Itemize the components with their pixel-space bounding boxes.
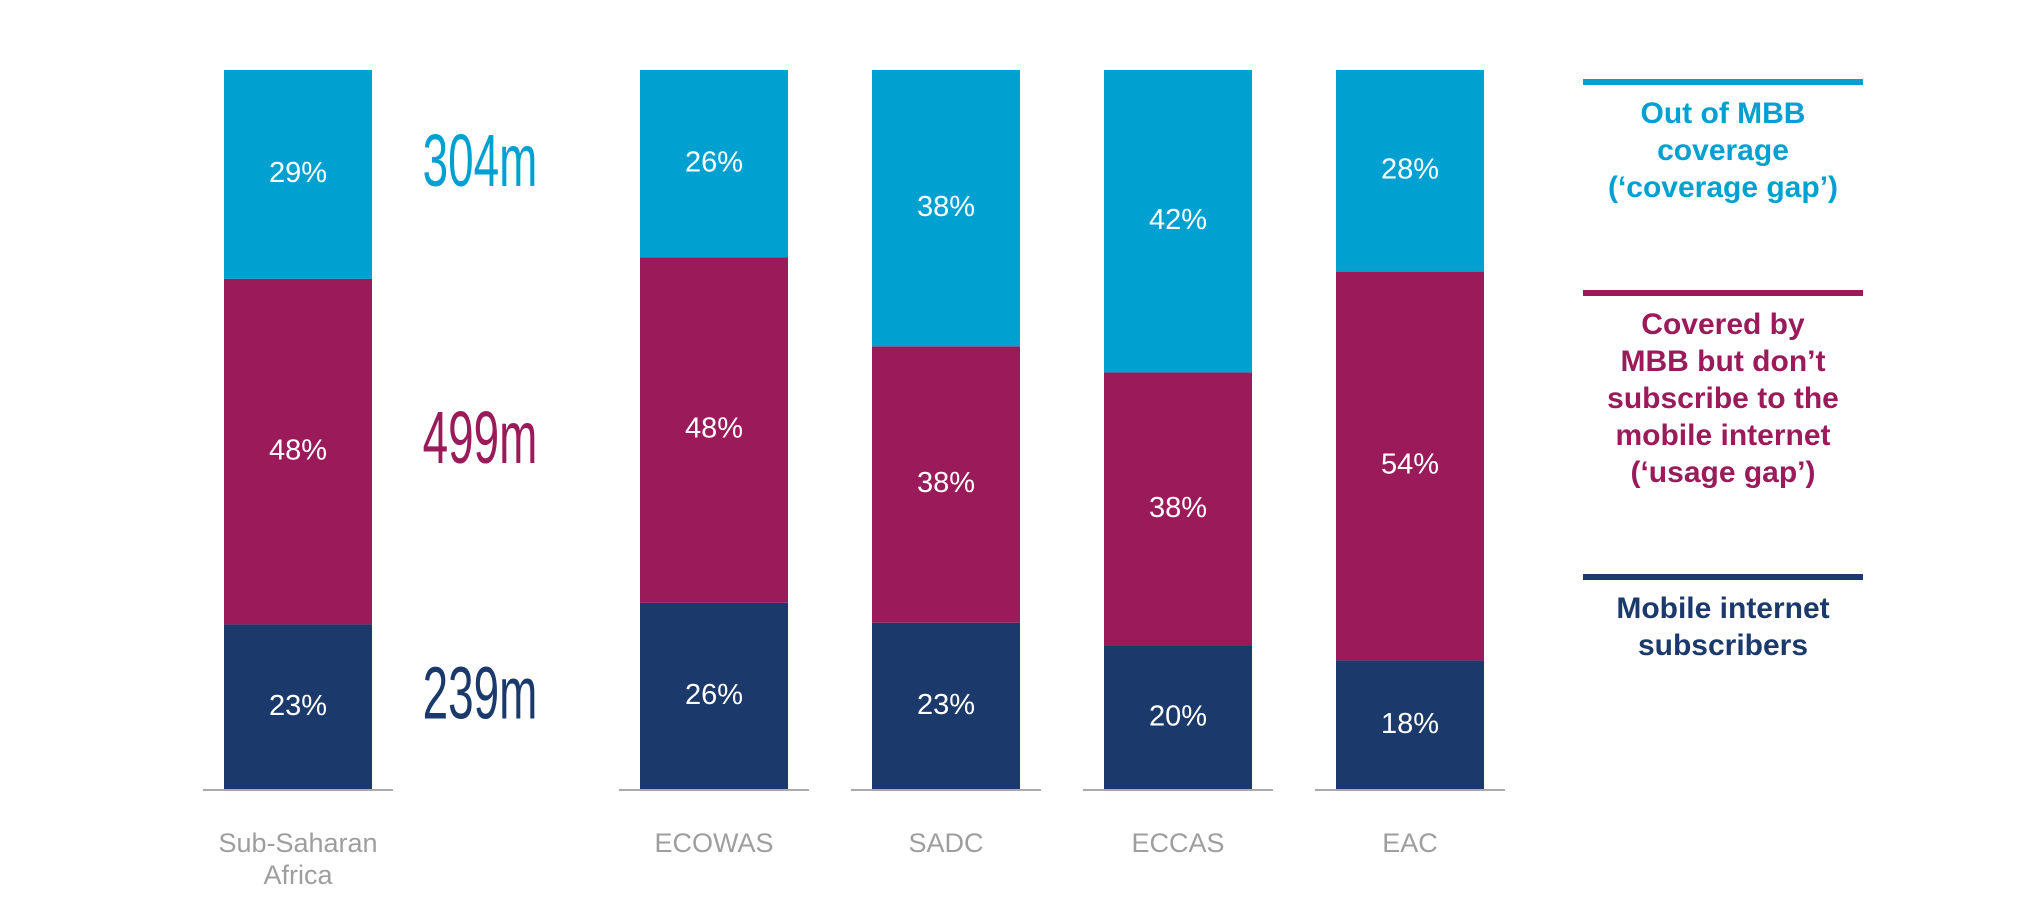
legend-entry-coverage_gap: (‘coverage gap’) [1608,171,1838,204]
bar-segment-usage_gap [872,346,1020,623]
bar-segment-subscribers [224,624,372,790]
data-label: 38% [1149,492,1207,524]
data-label: 23% [917,689,975,721]
data-label: 26% [685,679,743,711]
bar-segment-coverage_gap [872,70,1020,347]
data-label: 48% [269,434,327,466]
legend-entry-coverage_gap: coverage [1657,134,1789,167]
bar-segment-coverage_gap [1336,70,1484,272]
legend-entry-coverage_gap: Out of MBB [1641,97,1806,130]
data-label: 38% [917,467,975,499]
data-label: 29% [269,157,327,189]
data-label: 38% [917,191,975,223]
legend-entry-subscribers: Mobile internet [1616,592,1829,625]
bar-segment-usage_gap [1104,372,1252,646]
bar-segment-usage_gap [224,278,372,625]
data-label: 20% [1149,701,1207,733]
category-label: ECCAS [1131,828,1224,858]
bar-segment-subscribers [872,622,1020,790]
bar-segment-usage_gap [640,257,788,603]
data-label: 18% [1381,708,1439,740]
legend-entry-usage_gap: (‘usage gap’) [1630,456,1815,489]
data-label: 42% [1149,204,1207,236]
absolute-total-label: 304m [423,120,538,203]
legend-rule-usage_gap [1583,290,1863,296]
data-label: 23% [269,690,327,722]
data-label: 28% [1381,153,1439,185]
bar-segment-coverage_gap [1104,70,1252,373]
data-label: 26% [685,146,743,178]
category-label: Africa [263,860,333,890]
bar-segment-subscribers [640,602,788,790]
absolute-total-label: 499m [423,397,538,480]
legend-rule-coverage_gap [1583,79,1863,85]
category-label: EAC [1382,828,1438,858]
legend-entry-usage_gap: MBB but don’t [1621,345,1826,378]
bar-segment-coverage_gap [224,70,372,279]
data-label: 48% [685,413,743,445]
category-label: SADC [908,828,983,858]
legend-entry-subscribers: subscribers [1638,629,1808,662]
category-label: ECOWAS [654,828,773,858]
bar-segment-subscribers [1104,646,1252,790]
absolute-total-label: 239m [423,653,538,736]
bar-segment-subscribers [1336,660,1484,790]
data-label: 54% [1381,449,1439,481]
legend-rule-subscribers [1583,574,1863,580]
legend-entry-usage_gap: Covered by [1641,308,1805,341]
legend-entry-usage_gap: mobile internet [1615,419,1830,452]
bar-segment-coverage_gap [640,70,788,258]
category-label: Sub-Saharan [218,828,377,858]
legend-entry-usage_gap: subscribe to the [1607,382,1839,415]
bar-segment-usage_gap [1336,271,1484,661]
